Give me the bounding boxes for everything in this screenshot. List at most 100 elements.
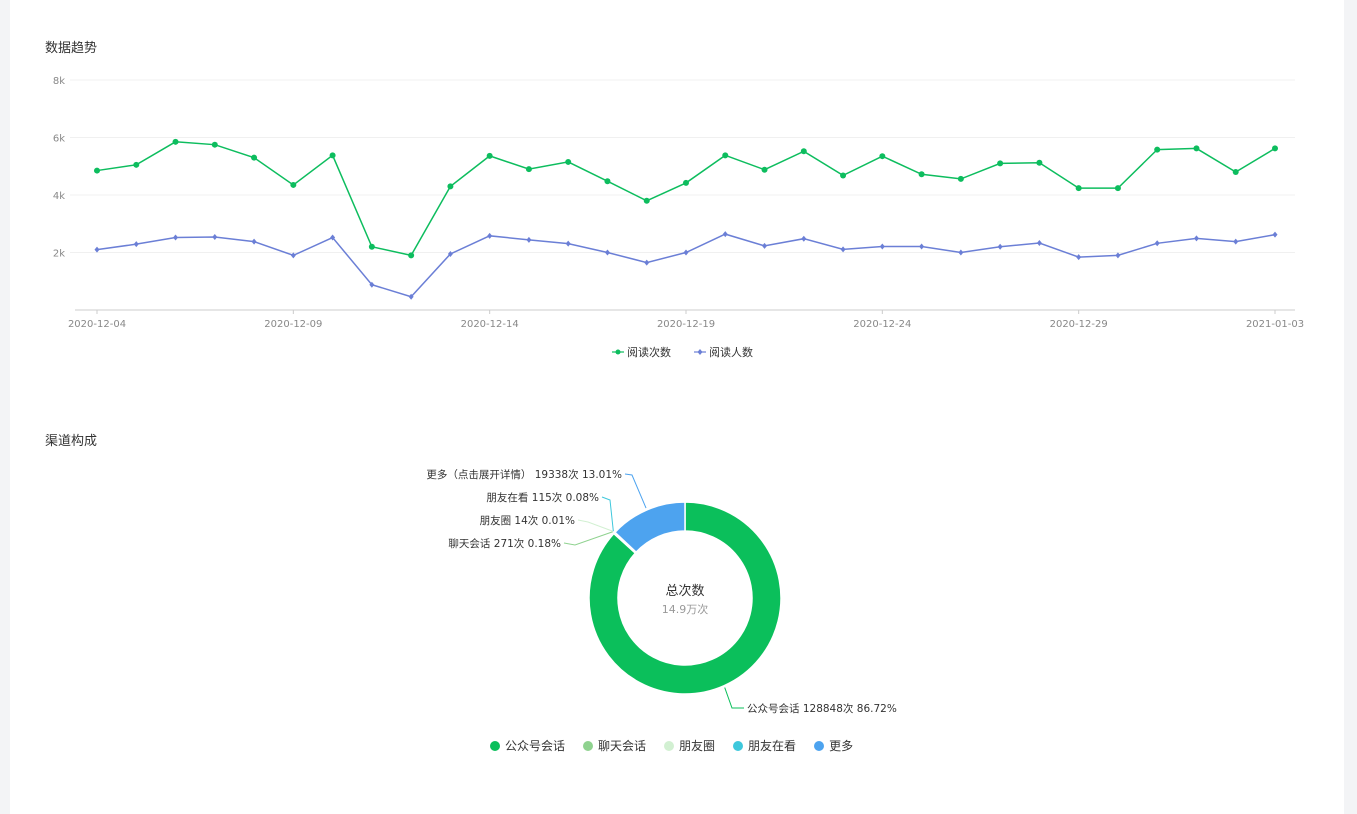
data-point[interactable]: [133, 241, 139, 248]
data-point[interactable]: [1193, 145, 1200, 152]
data-point[interactable]: [94, 167, 100, 174]
y-tick-label: 2k: [53, 249, 65, 260]
data-point[interactable]: [565, 158, 572, 165]
data-point[interactable]: [722, 152, 729, 159]
data-point[interactable]: [840, 172, 847, 179]
data-point[interactable]: [1154, 146, 1161, 153]
channel-section-title: 渠道构成: [45, 434, 98, 449]
data-point[interactable]: [251, 154, 258, 161]
data-point[interactable]: [1272, 145, 1278, 152]
x-tick-label: 2020-12-19: [657, 319, 715, 330]
y-tick-label: 4k: [53, 191, 65, 202]
data-point[interactable]: [525, 166, 532, 173]
data-point[interactable]: [800, 148, 807, 155]
data-point[interactable]: [211, 141, 218, 148]
data-point[interactable]: [1075, 185, 1082, 192]
label-leader-line: [563, 531, 613, 546]
data-point[interactable]: [604, 249, 610, 256]
data-point[interactable]: [486, 152, 493, 159]
data-point[interactable]: [1036, 159, 1043, 166]
data-point[interactable]: [565, 240, 571, 247]
data-point[interactable]: [1272, 231, 1278, 238]
pie-slice-4[interactable]: [613, 501, 686, 554]
data-point[interactable]: [879, 153, 886, 160]
data-point[interactable]: [840, 246, 846, 253]
data-point[interactable]: [173, 234, 179, 241]
data-point[interactable]: [918, 171, 925, 178]
slice-label: 朋友在看 115次 0.08%: [486, 491, 599, 504]
y-tick-label: 6k: [53, 134, 65, 145]
legend-item[interactable]: 阅读人数: [694, 345, 753, 359]
data-point[interactable]: [290, 181, 297, 188]
data-point[interactable]: [683, 249, 689, 256]
data-point[interactable]: [762, 242, 768, 249]
data-point[interactable]: [997, 243, 1003, 250]
trend-line-chart: 2k 4k 6k 8k 2020-12-04 2020-12-09 2020-12-14 20…: [53, 76, 1304, 359]
x-tick-label: 2020-12-09: [264, 319, 322, 330]
label-leader-line: [724, 687, 744, 709]
data-point[interactable]: [879, 243, 885, 250]
data-point[interactable]: [447, 250, 453, 257]
data-point[interactable]: [1193, 235, 1199, 242]
pie-legend-label: 公众号会话: [505, 739, 566, 753]
series-line-read-count: [96, 141, 1276, 257]
pie-slice-0[interactable]: [588, 501, 782, 695]
data-point[interactable]: [958, 249, 964, 256]
legend-dot-icon: [490, 740, 500, 751]
legend-label: 阅读次数: [627, 345, 671, 359]
data-point[interactable]: [1076, 254, 1082, 261]
data-point[interactable]: [1154, 240, 1160, 247]
data-point[interactable]: [526, 236, 532, 243]
donut-center-title: 总次数: [665, 583, 704, 599]
data-point[interactable]: [487, 232, 493, 239]
data-point[interactable]: [761, 166, 768, 173]
label-leader-line: [601, 496, 614, 532]
data-point[interactable]: [997, 160, 1004, 167]
data-point[interactable]: [643, 197, 650, 204]
donut-center-value: 14.9万次: [662, 602, 709, 616]
legend-item[interactable]: 阅读次数: [612, 345, 671, 359]
data-point[interactable]: [408, 252, 415, 259]
data-point[interactable]: [644, 259, 650, 266]
data-point[interactable]: [290, 252, 296, 259]
x-tick-label: 2020-12-24: [853, 319, 911, 330]
data-point[interactable]: [330, 234, 336, 241]
pie-legend-item[interactable]: 朋友圈: [664, 737, 715, 754]
trend-section-title: 数据趋势: [45, 41, 98, 56]
series-line-reader-count: [96, 233, 1276, 298]
data-point[interactable]: [212, 233, 218, 240]
data-point[interactable]: [1233, 238, 1239, 245]
data-point[interactable]: [801, 235, 807, 242]
data-point[interactable]: [329, 152, 336, 159]
data-point[interactable]: [1114, 185, 1121, 192]
data-point[interactable]: [1232, 169, 1239, 175]
data-point[interactable]: [957, 175, 964, 182]
pie-legend-label: 朋友在看: [748, 739, 797, 753]
pie-legend-item[interactable]: 公众号会话: [490, 737, 565, 754]
data-point[interactable]: [1115, 252, 1121, 259]
legend-marker: [697, 349, 703, 355]
data-point[interactable]: [251, 238, 257, 245]
pie-legend-label: 更多: [829, 739, 854, 753]
data-point[interactable]: [172, 138, 179, 145]
data-point[interactable]: [683, 179, 689, 186]
pie-legend-item[interactable]: 朋友在看: [733, 737, 796, 754]
label-leader-line: [577, 519, 614, 532]
data-point[interactable]: [368, 243, 375, 250]
pie-legend-item[interactable]: 更多: [814, 737, 853, 754]
pie-legend-item[interactable]: 聊天会话: [583, 737, 646, 754]
data-point[interactable]: [133, 161, 140, 168]
legend-label: 阅读人数: [709, 345, 753, 359]
x-tick-label: 2020-12-29: [1050, 319, 1108, 330]
data-point[interactable]: [94, 246, 100, 253]
data-point[interactable]: [369, 281, 375, 288]
x-tick-label: 2020-12-14: [461, 319, 519, 330]
data-point[interactable]: [919, 243, 925, 250]
data-point[interactable]: [1036, 240, 1042, 247]
data-point[interactable]: [408, 293, 414, 300]
data-point[interactable]: [447, 183, 454, 190]
data-point[interactable]: [722, 231, 728, 238]
slice-label: 公众号会话 128848次 86.72%: [747, 702, 897, 715]
data-point[interactable]: [604, 178, 611, 185]
slice-label: 朋友圈 14次 0.01%: [480, 514, 575, 527]
